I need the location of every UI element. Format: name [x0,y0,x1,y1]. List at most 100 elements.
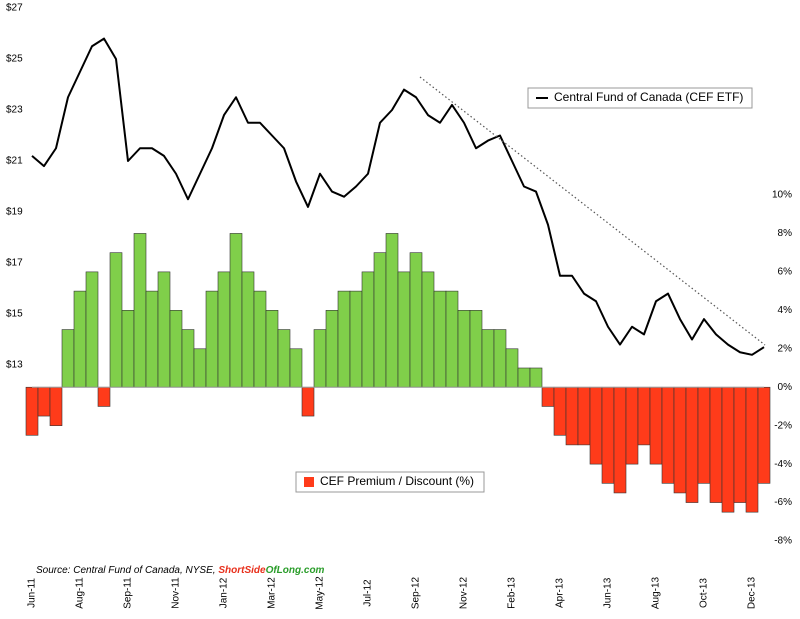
premium-bar [373,252,387,388]
x-tick-label: May-12 [315,576,326,610]
premium-bar [757,386,771,484]
premium-bar [325,310,339,388]
premium-bar [313,329,327,388]
premium-bar [97,386,111,407]
y-tick-label: $19 [6,207,23,218]
premium-bar [73,290,87,388]
premium-bar [301,386,315,417]
premium-bar [61,329,75,388]
plot: $13 $15 $17 $19 $21 $23 $25 $27 -8% -6% -4% -2% 0% 2%… [6,3,792,610]
premium-bar [517,367,531,388]
y2-tick-label: -8% [774,536,792,547]
premium-bar [409,252,423,388]
legend-swatch [304,477,314,487]
x-tick-label: Oct-13 [699,578,710,608]
premium-bar [577,386,591,446]
premium-bar [529,367,543,388]
premium-bar [85,271,99,388]
y-tick-label: $15 [6,309,23,320]
premium-bar [397,271,411,388]
x-tick-label: Dec-13 [747,576,758,609]
source-site: Short [218,565,245,576]
legend-premium: CEF Premium / Discount (%) [295,471,485,493]
source-site: OfLong.com [266,565,325,576]
y2-tick-label: 0% [778,382,793,393]
premium-bar [121,310,135,388]
premium-bar [205,290,219,388]
y2-tick-label: 6% [778,267,793,278]
x-tick-label: Mar-12 [267,577,278,609]
premium-bar [589,386,603,465]
premium-bar [337,290,351,388]
x-tick-label: Jul-12 [363,579,374,607]
premium-bar [709,386,723,503]
source-text: Source: Central Fund of Canada, NYSE, [36,565,216,576]
premium-bar [685,386,699,503]
x-tick-label: Nov-11 [171,577,182,609]
source: Source: Central Fund of Canada, NYSE, Sh… [36,565,325,576]
premium-bar [145,290,159,388]
premium-bar [733,386,747,503]
legend-label: CEF Premium / Discount (%) [320,474,474,488]
y2-tick-label: 10% [772,190,792,201]
premium-bar [181,329,195,388]
y2-tick-label: 2% [778,343,793,354]
source-site: Side [244,565,266,576]
x-tick-label: Aug-13 [651,576,662,609]
premium-bar [541,386,555,407]
premium-bar [265,310,279,388]
premium-bar [277,329,291,388]
premium-bar [505,348,519,388]
premium-bar [289,348,303,388]
x-tick-label: Apr-13 [555,578,566,608]
premium-bar [37,386,51,417]
premium-bar [553,386,567,436]
premium-bar [241,271,255,388]
x-tick-label: Sep-12 [411,576,422,609]
y2-tick-label: 4% [778,305,793,316]
premium-bar [745,386,759,513]
x-tick-label: Sep-11 [123,577,134,609]
y-tick-label: $21 [6,156,23,167]
premium-bar [157,271,171,388]
legend-price: Central Fund of Canada (CEF ETF) [527,87,753,109]
trend-line [419,76,766,346]
premium-bar [721,386,735,513]
premium-bar [229,233,243,388]
premium-bar [25,386,39,436]
y-tick-label: $23 [6,105,23,116]
y2-tick-label: -4% [774,459,792,470]
premium-bar [469,310,483,388]
y2-tick-label: 8% [778,228,793,239]
premium-bar [109,252,123,388]
premium-bar [445,290,459,388]
y2-tick-label: -6% [774,497,792,508]
y-tick-label: $25 [6,54,23,65]
legend-box [527,87,753,109]
premium-bar [481,329,495,388]
x-tick-label: Jan-12 [219,577,230,608]
premium-bar [457,310,471,388]
premium-bar [661,386,675,484]
premium-bar [697,386,711,484]
y-tick-label: $17 [6,258,23,269]
premium-bar [433,290,447,388]
x-tick-label: Nov-12 [459,576,470,609]
y-tick-label: $27 [6,3,23,14]
premium-bar [637,386,651,446]
x-tick-label: Jun-13 [603,577,614,608]
premium-bar [565,386,579,446]
premium-bar [601,386,615,484]
premium-bar [49,386,63,426]
price-line [31,37,765,356]
premium-bar [493,329,507,388]
premium-bar [421,271,435,388]
premium-bar [613,386,627,494]
y2-tick-label: -2% [774,420,792,431]
premium-bar [253,290,267,388]
premium-bar [385,233,399,388]
premium-bar [625,386,639,465]
premium-bar [649,386,663,465]
premium-bar [193,348,207,388]
